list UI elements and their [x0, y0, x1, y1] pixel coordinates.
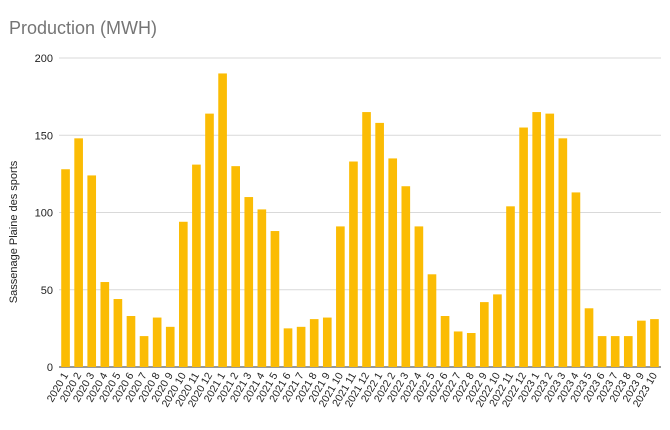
bar [466, 333, 476, 367]
bar [453, 331, 463, 367]
y-tick-label: 200 [35, 53, 53, 65]
bars [61, 73, 659, 368]
bar [309, 319, 319, 367]
bar [205, 113, 214, 368]
bar [192, 164, 201, 367]
bar [414, 226, 424, 367]
bar [231, 166, 240, 367]
y-tick-label: 100 [35, 208, 53, 220]
bar [650, 319, 659, 367]
bar [362, 112, 371, 367]
bar [584, 308, 594, 367]
bar [336, 226, 345, 367]
bar [558, 138, 568, 367]
y-tick-label: 150 [35, 130, 53, 142]
y-axis-ticks: 0 50 100 150 200 [35, 53, 53, 374]
bar [375, 122, 384, 367]
bar [113, 299, 123, 367]
bar [257, 209, 267, 367]
bar [571, 192, 581, 367]
bar [349, 161, 358, 367]
y-tick-label: 50 [41, 285, 53, 297]
bar [61, 169, 70, 367]
bar [152, 317, 162, 367]
bar [506, 206, 515, 367]
bar [165, 326, 175, 367]
bar [388, 158, 398, 367]
bar [401, 186, 411, 367]
bar [440, 316, 450, 367]
bar [493, 294, 502, 367]
bar [597, 336, 607, 367]
bar [126, 316, 136, 367]
bar [283, 328, 293, 367]
chart-title: Production (MWH) [9, 18, 158, 38]
y-axis-label: Sassenage Plaine des sports [8, 160, 20, 303]
bar [139, 336, 149, 367]
bar [244, 197, 254, 367]
bar [427, 274, 437, 367]
bar [623, 336, 633, 367]
bar [532, 112, 541, 367]
bar [218, 73, 227, 367]
bar [519, 127, 528, 368]
bar [545, 113, 555, 368]
bar [637, 320, 646, 367]
bar [270, 231, 280, 367]
bar [296, 326, 306, 367]
y-tick-label: 0 [47, 362, 53, 374]
bar [74, 138, 83, 367]
bar [87, 175, 97, 367]
bar [179, 221, 188, 367]
gridlines [59, 57, 661, 368]
bar [100, 282, 110, 367]
bar [322, 317, 332, 367]
bar [610, 336, 620, 367]
bar [480, 302, 489, 367]
